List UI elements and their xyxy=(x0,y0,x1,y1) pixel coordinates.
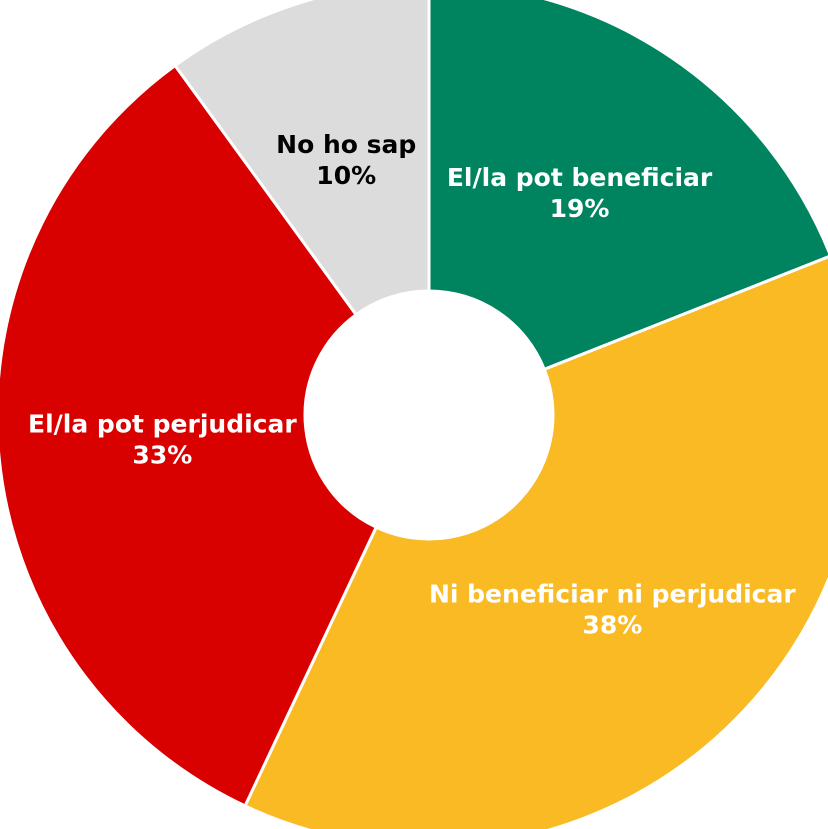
slice-no-ho-sap xyxy=(172,0,431,317)
slice-el-la-pot-beneficiar xyxy=(427,0,828,372)
slice-value-no-ho-sap: 10% xyxy=(316,161,376,190)
slice-ni-beneficiar-ni-perjudicar xyxy=(243,255,828,829)
slice-value-el-la-pot-perjudicar: 33% xyxy=(132,441,192,470)
slice-label-el-la-pot-beneficiar: El/la pot beneficiar xyxy=(447,163,713,192)
slice-label-no-ho-sap: No ho sap xyxy=(276,130,416,159)
slice-label-ni-beneficiar-ni-perjudicar: Ni beneficiar ni perjudicar xyxy=(429,580,796,609)
slice-el-la-pot-perjudicar xyxy=(0,63,379,808)
slice-value-ni-beneficiar-ni-perjudicar: 38% xyxy=(582,611,642,640)
slice-label-el-la-pot-perjudicar: El/la pot perjudicar xyxy=(28,410,297,439)
slice-value-el-la-pot-beneficiar: 19% xyxy=(550,194,610,223)
